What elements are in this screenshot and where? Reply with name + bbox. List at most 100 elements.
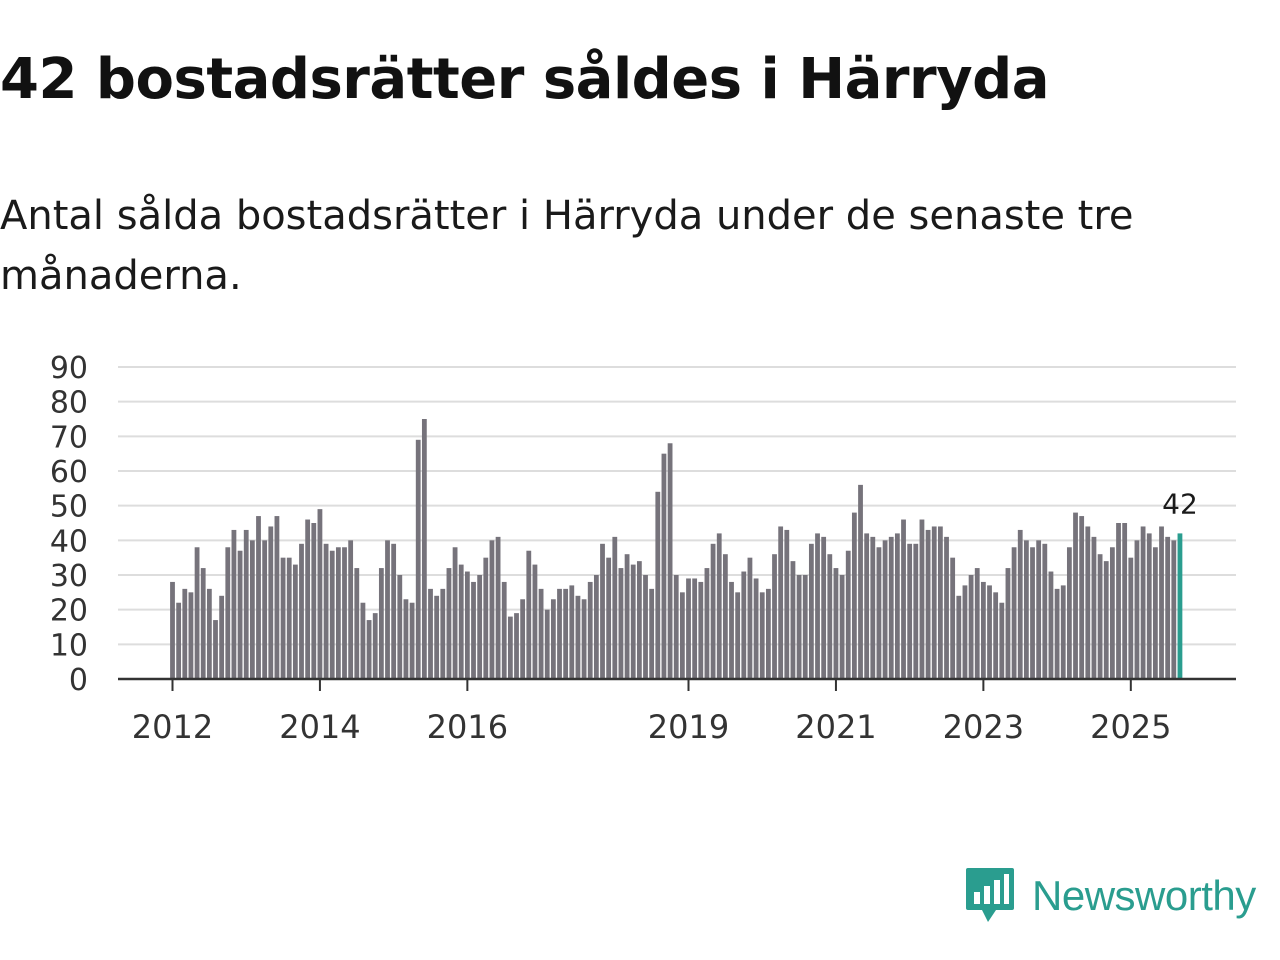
bar (636, 561, 642, 679)
bar (1165, 536, 1171, 679)
y-tick-label-60: 60 (50, 455, 88, 490)
bar (274, 516, 280, 679)
x-tick-label-2025: 2025 (1090, 708, 1171, 746)
bar (956, 595, 962, 679)
bar (1146, 533, 1152, 679)
y-tick-label-0: 0 (69, 663, 88, 698)
bar (385, 540, 390, 679)
bar (704, 568, 710, 679)
bar (999, 602, 1005, 679)
y-tick-label-70: 70 (50, 420, 88, 455)
bar (925, 529, 931, 679)
bar (839, 575, 845, 679)
chart-title: 42 bostadsrätter såldes i Härryda (0, 47, 1050, 112)
bar (1159, 526, 1164, 679)
bar (630, 564, 636, 679)
bar (808, 543, 814, 679)
bar (815, 533, 820, 679)
x-tick-label-2021: 2021 (795, 708, 876, 746)
bar (1023, 540, 1029, 679)
bar (907, 543, 913, 679)
bar (1116, 523, 1121, 679)
bar (698, 581, 704, 679)
bar (342, 547, 347, 679)
x-tick-label-2019: 2019 (648, 708, 729, 746)
bar (489, 540, 495, 679)
bar (851, 512, 857, 679)
bar (194, 547, 200, 679)
bar (409, 602, 415, 679)
bar (557, 588, 562, 679)
bar (237, 550, 243, 679)
bar (1073, 512, 1078, 679)
bar (428, 588, 433, 679)
highlight-value-label: 42 (1162, 487, 1198, 520)
y-tick-label-90: 90 (50, 351, 88, 386)
bar (753, 578, 759, 679)
y-tick-label-40: 40 (50, 524, 88, 559)
bar (286, 557, 292, 679)
bar (563, 588, 569, 679)
bar (827, 554, 833, 679)
bar (747, 557, 753, 679)
bar (391, 543, 397, 679)
bar (1036, 540, 1042, 679)
bar (366, 620, 372, 679)
bar (1048, 571, 1054, 679)
bar (360, 602, 366, 679)
brand-name: Newsworthy (1032, 872, 1256, 919)
bar (944, 536, 949, 679)
bar (514, 613, 519, 679)
bar (784, 529, 790, 679)
bar (544, 609, 550, 679)
bar (452, 547, 458, 679)
bar (1122, 523, 1128, 679)
bar-series (170, 419, 1183, 679)
bar (821, 536, 827, 679)
bar (299, 543, 304, 679)
bar (968, 575, 974, 679)
bar (673, 575, 679, 679)
bar (520, 599, 526, 679)
bar (950, 557, 956, 679)
bar (931, 526, 937, 679)
bar (501, 581, 507, 679)
x-tick-label-2014: 2014 (279, 708, 360, 746)
bar (213, 620, 218, 679)
bar (575, 595, 581, 679)
bar (1060, 585, 1066, 679)
bar (219, 595, 225, 679)
bar (434, 595, 440, 679)
bar (612, 536, 618, 679)
bar (311, 523, 317, 679)
bar (759, 592, 765, 679)
bar (649, 588, 655, 679)
bar (256, 516, 261, 679)
bar (962, 585, 968, 679)
bar (845, 550, 851, 679)
bar (1054, 588, 1060, 679)
bar (329, 550, 335, 679)
bar (262, 540, 268, 679)
bar (679, 592, 685, 679)
bar (477, 575, 483, 679)
bar (323, 543, 329, 679)
bar (643, 575, 648, 679)
bar (292, 564, 298, 679)
y-tick-label-80: 80 (50, 386, 88, 421)
bar (858, 484, 863, 679)
bar (655, 491, 661, 679)
bar (974, 568, 980, 679)
bar (1103, 561, 1109, 679)
bar (200, 568, 206, 679)
bar (1097, 554, 1103, 679)
bar (1085, 526, 1091, 679)
bar (280, 557, 286, 679)
bar (538, 588, 544, 679)
x-tick-label-2016: 2016 (427, 708, 508, 746)
bar (581, 599, 587, 679)
chart-subtitle: Antal sålda bostadsrätter i Härryda unde… (0, 193, 1134, 299)
bar (692, 578, 698, 679)
bar (741, 571, 747, 679)
